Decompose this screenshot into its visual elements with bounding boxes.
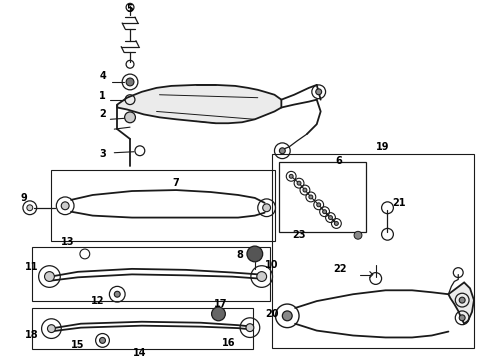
Circle shape <box>247 246 263 262</box>
Text: 19: 19 <box>376 142 390 152</box>
Text: 15: 15 <box>71 340 85 350</box>
Text: 7: 7 <box>173 178 180 188</box>
Circle shape <box>282 311 292 321</box>
Circle shape <box>114 291 120 297</box>
Circle shape <box>316 89 321 95</box>
Circle shape <box>279 148 285 154</box>
Bar <box>279 162 366 232</box>
Text: 3: 3 <box>99 149 106 159</box>
Text: 8: 8 <box>237 250 244 260</box>
Text: 20: 20 <box>265 309 278 319</box>
Circle shape <box>322 210 326 213</box>
Text: 16: 16 <box>221 338 235 348</box>
Circle shape <box>246 324 254 332</box>
Circle shape <box>317 203 320 207</box>
Text: 21: 21 <box>392 198 406 208</box>
Circle shape <box>126 78 134 86</box>
Circle shape <box>99 337 105 343</box>
Text: 17: 17 <box>214 299 227 309</box>
Circle shape <box>212 307 225 321</box>
Circle shape <box>459 297 465 303</box>
Text: 1: 1 <box>99 91 106 101</box>
Circle shape <box>309 195 313 199</box>
Text: 10: 10 <box>265 260 278 270</box>
Circle shape <box>124 112 135 123</box>
Circle shape <box>45 272 54 282</box>
Bar <box>32 247 270 301</box>
Circle shape <box>61 202 69 210</box>
Circle shape <box>48 325 55 333</box>
Circle shape <box>27 205 33 211</box>
Bar <box>271 154 474 348</box>
Text: 14: 14 <box>133 348 147 358</box>
Bar <box>51 170 275 241</box>
Circle shape <box>459 315 465 321</box>
Polygon shape <box>448 283 474 324</box>
Circle shape <box>328 216 332 220</box>
Text: 11: 11 <box>25 262 39 272</box>
Text: 5: 5 <box>126 4 133 14</box>
Circle shape <box>289 174 293 178</box>
Text: 12: 12 <box>91 296 104 306</box>
Text: 9: 9 <box>21 193 27 203</box>
Polygon shape <box>117 85 281 123</box>
Text: 4: 4 <box>99 71 106 81</box>
Circle shape <box>263 204 270 212</box>
Text: 6: 6 <box>335 156 342 166</box>
Circle shape <box>303 188 307 192</box>
Circle shape <box>257 272 267 282</box>
Text: 18: 18 <box>25 330 39 341</box>
Text: 22: 22 <box>334 264 347 274</box>
Circle shape <box>334 221 339 225</box>
Text: 13: 13 <box>61 237 75 247</box>
Bar <box>32 308 253 349</box>
Circle shape <box>297 181 301 185</box>
Circle shape <box>354 231 362 239</box>
Text: 2: 2 <box>99 109 106 120</box>
Text: 23: 23 <box>293 230 306 240</box>
